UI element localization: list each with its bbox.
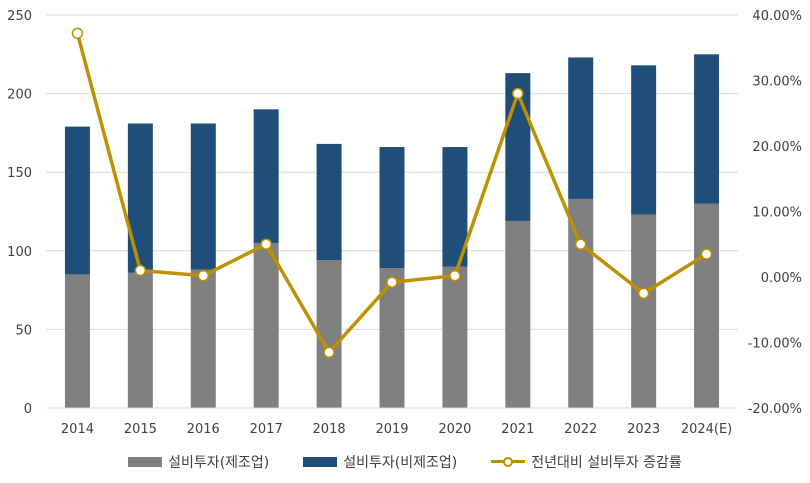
right-axis-tick-label: 20.00%: [752, 140, 802, 155]
x-axis-tick-label: 2023: [627, 422, 660, 437]
growth-rate-point: [134, 264, 147, 277]
legend-swatch-manufacturing: [128, 457, 163, 467]
x-axis-tick-label: 2018: [313, 422, 346, 437]
bar-non-manufacturing: [190, 123, 216, 270]
right-axis-tick-label: 40.00%: [752, 9, 802, 24]
growth-rate-point: [637, 287, 650, 300]
bar-manufacturing: [316, 260, 342, 408]
bar-manufacturing: [190, 269, 216, 408]
x-axis-tick-label: 2022: [564, 422, 597, 437]
bar-non-manufacturing: [694, 54, 720, 204]
bar-manufacturing: [127, 272, 153, 408]
legend-label-growth-rate: 전년대비 설비투자 증감률: [531, 455, 682, 471]
legend: 설비투자(제조업) 설비투자(비제조업) 전년대비 설비투자 증감률: [0, 452, 810, 472]
bar-manufacturing: [631, 214, 657, 408]
bar-non-manufacturing: [64, 126, 90, 275]
right-axis-tick-label: -10.00%: [748, 337, 802, 352]
x-axis-tick-label: 2020: [438, 422, 471, 437]
left-axis-ticks: 0 50 100 150 200 250: [7, 9, 32, 417]
bar-manufacturing: [505, 220, 531, 408]
x-axis-tick-label: 2017: [250, 422, 283, 437]
right-axis-tick-label: 0.00%: [761, 271, 802, 286]
combo-chart: 0 50 100 150 200 250 -20.00% -10.00% 0.00% 10.00…: [7, 9, 802, 437]
legend-item-manufacturing[interactable]: 설비투자(제조업): [128, 452, 269, 472]
right-axis-tick-label: -20.00%: [748, 402, 802, 417]
bar-manufacturing: [253, 242, 279, 408]
right-axis-ticks: -20.00% -10.00% 0.00% 10.00% 20.00% 30.00% 40.…: [748, 9, 802, 417]
left-axis-tick-label: 0: [24, 402, 32, 417]
bar-non-manufacturing: [631, 65, 657, 215]
legend-label-manufacturing: 설비투자(제조업): [168, 455, 270, 471]
x-axis-tick-label: 2016: [187, 422, 220, 437]
right-axis-tick-label: 30.00%: [752, 75, 802, 90]
bar-non-manufacturing: [127, 123, 153, 273]
bar-manufacturing: [442, 266, 468, 408]
bar-non-manufacturing: [253, 109, 279, 243]
legend-item-growth-rate[interactable]: 전년대비 설비투자 증감률: [491, 452, 682, 472]
x-axis-tick-label: 2019: [375, 422, 408, 437]
left-axis-tick-label: 50: [15, 323, 32, 338]
x-axis-ticks: 2014 2015 2016 2017 2018 2019 2020 2021 2022 2023…: [61, 422, 732, 437]
left-axis-tick-label: 250: [7, 9, 32, 24]
growth-rate-point: [260, 238, 272, 250]
legend-swatch-non-manufacturing: [303, 457, 338, 467]
left-axis-tick-label: 100: [7, 245, 32, 260]
bar-non-manufacturing: [379, 147, 405, 269]
legend-label-non-manufacturing: 설비투자(비제조업): [343, 455, 458, 471]
x-axis-tick-label: 2021: [501, 422, 534, 437]
bar-manufacturing: [379, 268, 405, 408]
growth-rate-point: [197, 269, 210, 282]
line-series: [71, 27, 713, 359]
growth-rate-point: [574, 238, 587, 250]
growth-rate-point: [323, 346, 335, 359]
x-axis-tick-label: 2014: [61, 422, 94, 437]
right-axis-tick-label: 10.00%: [752, 206, 802, 221]
x-axis-tick-label: 2024(E): [681, 422, 732, 437]
growth-rate-point: [512, 87, 524, 100]
bar-non-manufacturing: [568, 57, 594, 199]
bar-manufacturing: [64, 274, 90, 408]
growth-rate-point: [449, 269, 461, 282]
left-axis-tick-label: 200: [7, 88, 32, 103]
growth-rate-point: [386, 276, 398, 288]
x-axis-tick-label: 2015: [124, 422, 157, 437]
growth-rate-point: [700, 248, 713, 260]
bar-manufacturing: [694, 203, 720, 408]
legend-item-non-manufacturing[interactable]: 설비투자(비제조업): [303, 452, 457, 472]
growth-rate-point: [71, 27, 84, 40]
legend-swatch-growth-rate: [491, 457, 526, 467]
bar-series: [64, 54, 720, 408]
bar-manufacturing: [568, 198, 594, 408]
bar-non-manufacturing: [316, 143, 342, 261]
left-axis-tick-label: 150: [7, 166, 32, 181]
